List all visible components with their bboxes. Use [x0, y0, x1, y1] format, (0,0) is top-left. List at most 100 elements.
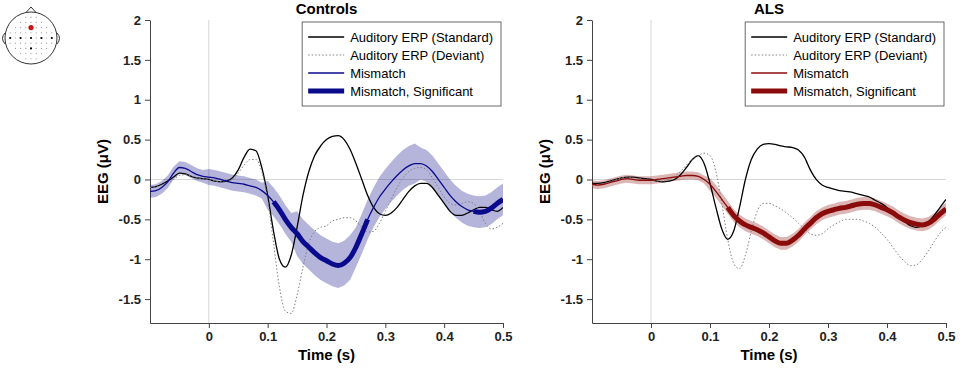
legend-label: Mismatch, Significant — [793, 84, 916, 99]
panel: 00.10.20.30.40.5-1.5-1-0.500.511.52ALSTi… — [536, 0, 956, 363]
y-tick-label: -1.5 — [561, 292, 583, 307]
electrode — [46, 48, 47, 49]
x-axis-title: Time (s) — [740, 346, 797, 363]
electrode — [25, 32, 26, 33]
electrode — [10, 32, 11, 33]
electrode — [30, 22, 31, 23]
y-tick-label: -1 — [571, 252, 583, 267]
x-tick-mark — [710, 323, 711, 328]
legend-label: Auditory ERP (Standard) — [350, 30, 493, 45]
x-tick-label: 0 — [206, 329, 213, 344]
x-tick-label: 0.4 — [436, 329, 455, 344]
reference-lines — [592, 20, 946, 323]
electrode — [25, 37, 26, 38]
y-tick-mark — [145, 100, 150, 101]
y-tick-mark — [587, 140, 592, 141]
y-tick-mark — [145, 140, 150, 141]
x-axis: 00.10.20.30.40.5 — [593, 323, 956, 344]
electrode — [41, 22, 42, 23]
electrode — [15, 48, 16, 49]
zero-line-vertical — [651, 20, 652, 323]
electrode — [36, 58, 37, 59]
electrode — [20, 22, 21, 23]
y-tick-mark — [145, 20, 150, 21]
electrode — [15, 32, 16, 33]
electrode — [30, 17, 31, 18]
electrode — [36, 32, 37, 33]
y-tick-mark — [587, 179, 592, 180]
electrode — [25, 22, 26, 23]
y-tick-label: 1 — [576, 92, 583, 107]
electrode — [25, 17, 26, 18]
legend-label: Auditory ERP (Standard) — [793, 30, 936, 45]
x-tick-label: 0.5 — [494, 329, 512, 344]
electrode — [25, 58, 26, 59]
y-tick-label: -1.5 — [119, 292, 141, 307]
electrode — [36, 53, 37, 54]
electrodes — [10, 17, 53, 60]
x-tick-label: 0.2 — [760, 329, 778, 344]
y-tick: -1.5 — [119, 292, 150, 307]
x-tick-mark — [385, 323, 386, 328]
x-tick-mark — [946, 323, 947, 328]
plot-data — [592, 144, 946, 269]
x-tick: 0.5 — [494, 323, 512, 344]
legend-swatch — [308, 36, 344, 37]
x-tick: 0.4 — [436, 323, 455, 344]
y-tick: 0 — [134, 172, 150, 187]
electrode — [46, 37, 47, 38]
y-tick-mark — [587, 100, 592, 101]
electrode — [25, 27, 26, 28]
electrode — [36, 22, 37, 23]
x-tick-mark — [503, 323, 504, 328]
electrode-selected — [28, 25, 33, 30]
y-tick-mark — [587, 259, 592, 260]
y-tick: -1.5 — [561, 292, 592, 307]
y-axis-line — [592, 21, 593, 324]
series-line — [592, 144, 946, 240]
legend: Auditory ERP (Standard)Auditory ERP (Dev… — [745, 22, 944, 106]
y-tick-mark — [587, 219, 592, 220]
legend-label: Mismatch — [350, 66, 406, 81]
legend-swatch — [751, 72, 787, 73]
x-tick-mark — [769, 323, 770, 328]
electrode — [41, 27, 42, 28]
head-outline — [5, 12, 57, 64]
electrode — [36, 37, 37, 38]
y-axis-title: EEG (μV) — [536, 139, 553, 204]
electrode — [10, 43, 11, 44]
y-tick: -0.5 — [561, 212, 592, 227]
y-tick-mark — [145, 299, 150, 300]
electrode — [46, 27, 47, 28]
legend-swatch — [751, 36, 787, 37]
x-tick-label: 0.3 — [819, 329, 837, 344]
series-line — [728, 203, 946, 243]
y-axis-title: EEG (μV) — [94, 139, 111, 204]
electrode — [20, 37, 22, 39]
electrode — [36, 48, 37, 49]
x-tick-mark — [887, 323, 888, 328]
electrode — [36, 17, 37, 18]
error-band — [592, 172, 946, 250]
series-line — [274, 199, 503, 265]
x-tick-mark — [444, 323, 445, 328]
x-tick-label: 0.1 — [701, 329, 719, 344]
electrode — [15, 27, 16, 28]
y-tick-label: 1.5 — [123, 53, 141, 68]
electrode — [30, 32, 31, 33]
y-tick-mark — [145, 60, 150, 61]
y-tick: -1 — [129, 252, 150, 267]
x-tick: 0.1 — [259, 323, 277, 344]
y-tick: 0 — [576, 172, 592, 187]
chart-title: ALS — [754, 0, 784, 17]
legend-box — [302, 22, 501, 106]
electrode — [46, 32, 47, 33]
series-line — [150, 160, 503, 314]
x-tick: 0.5 — [937, 323, 955, 344]
x-tick-label: 0.4 — [878, 329, 897, 344]
error-band — [150, 144, 503, 288]
head-inset — [3, 7, 60, 64]
y-tick: -1 — [571, 252, 592, 267]
x-tick-label: 0.1 — [259, 329, 277, 344]
y-tick-label: -1 — [129, 252, 141, 267]
